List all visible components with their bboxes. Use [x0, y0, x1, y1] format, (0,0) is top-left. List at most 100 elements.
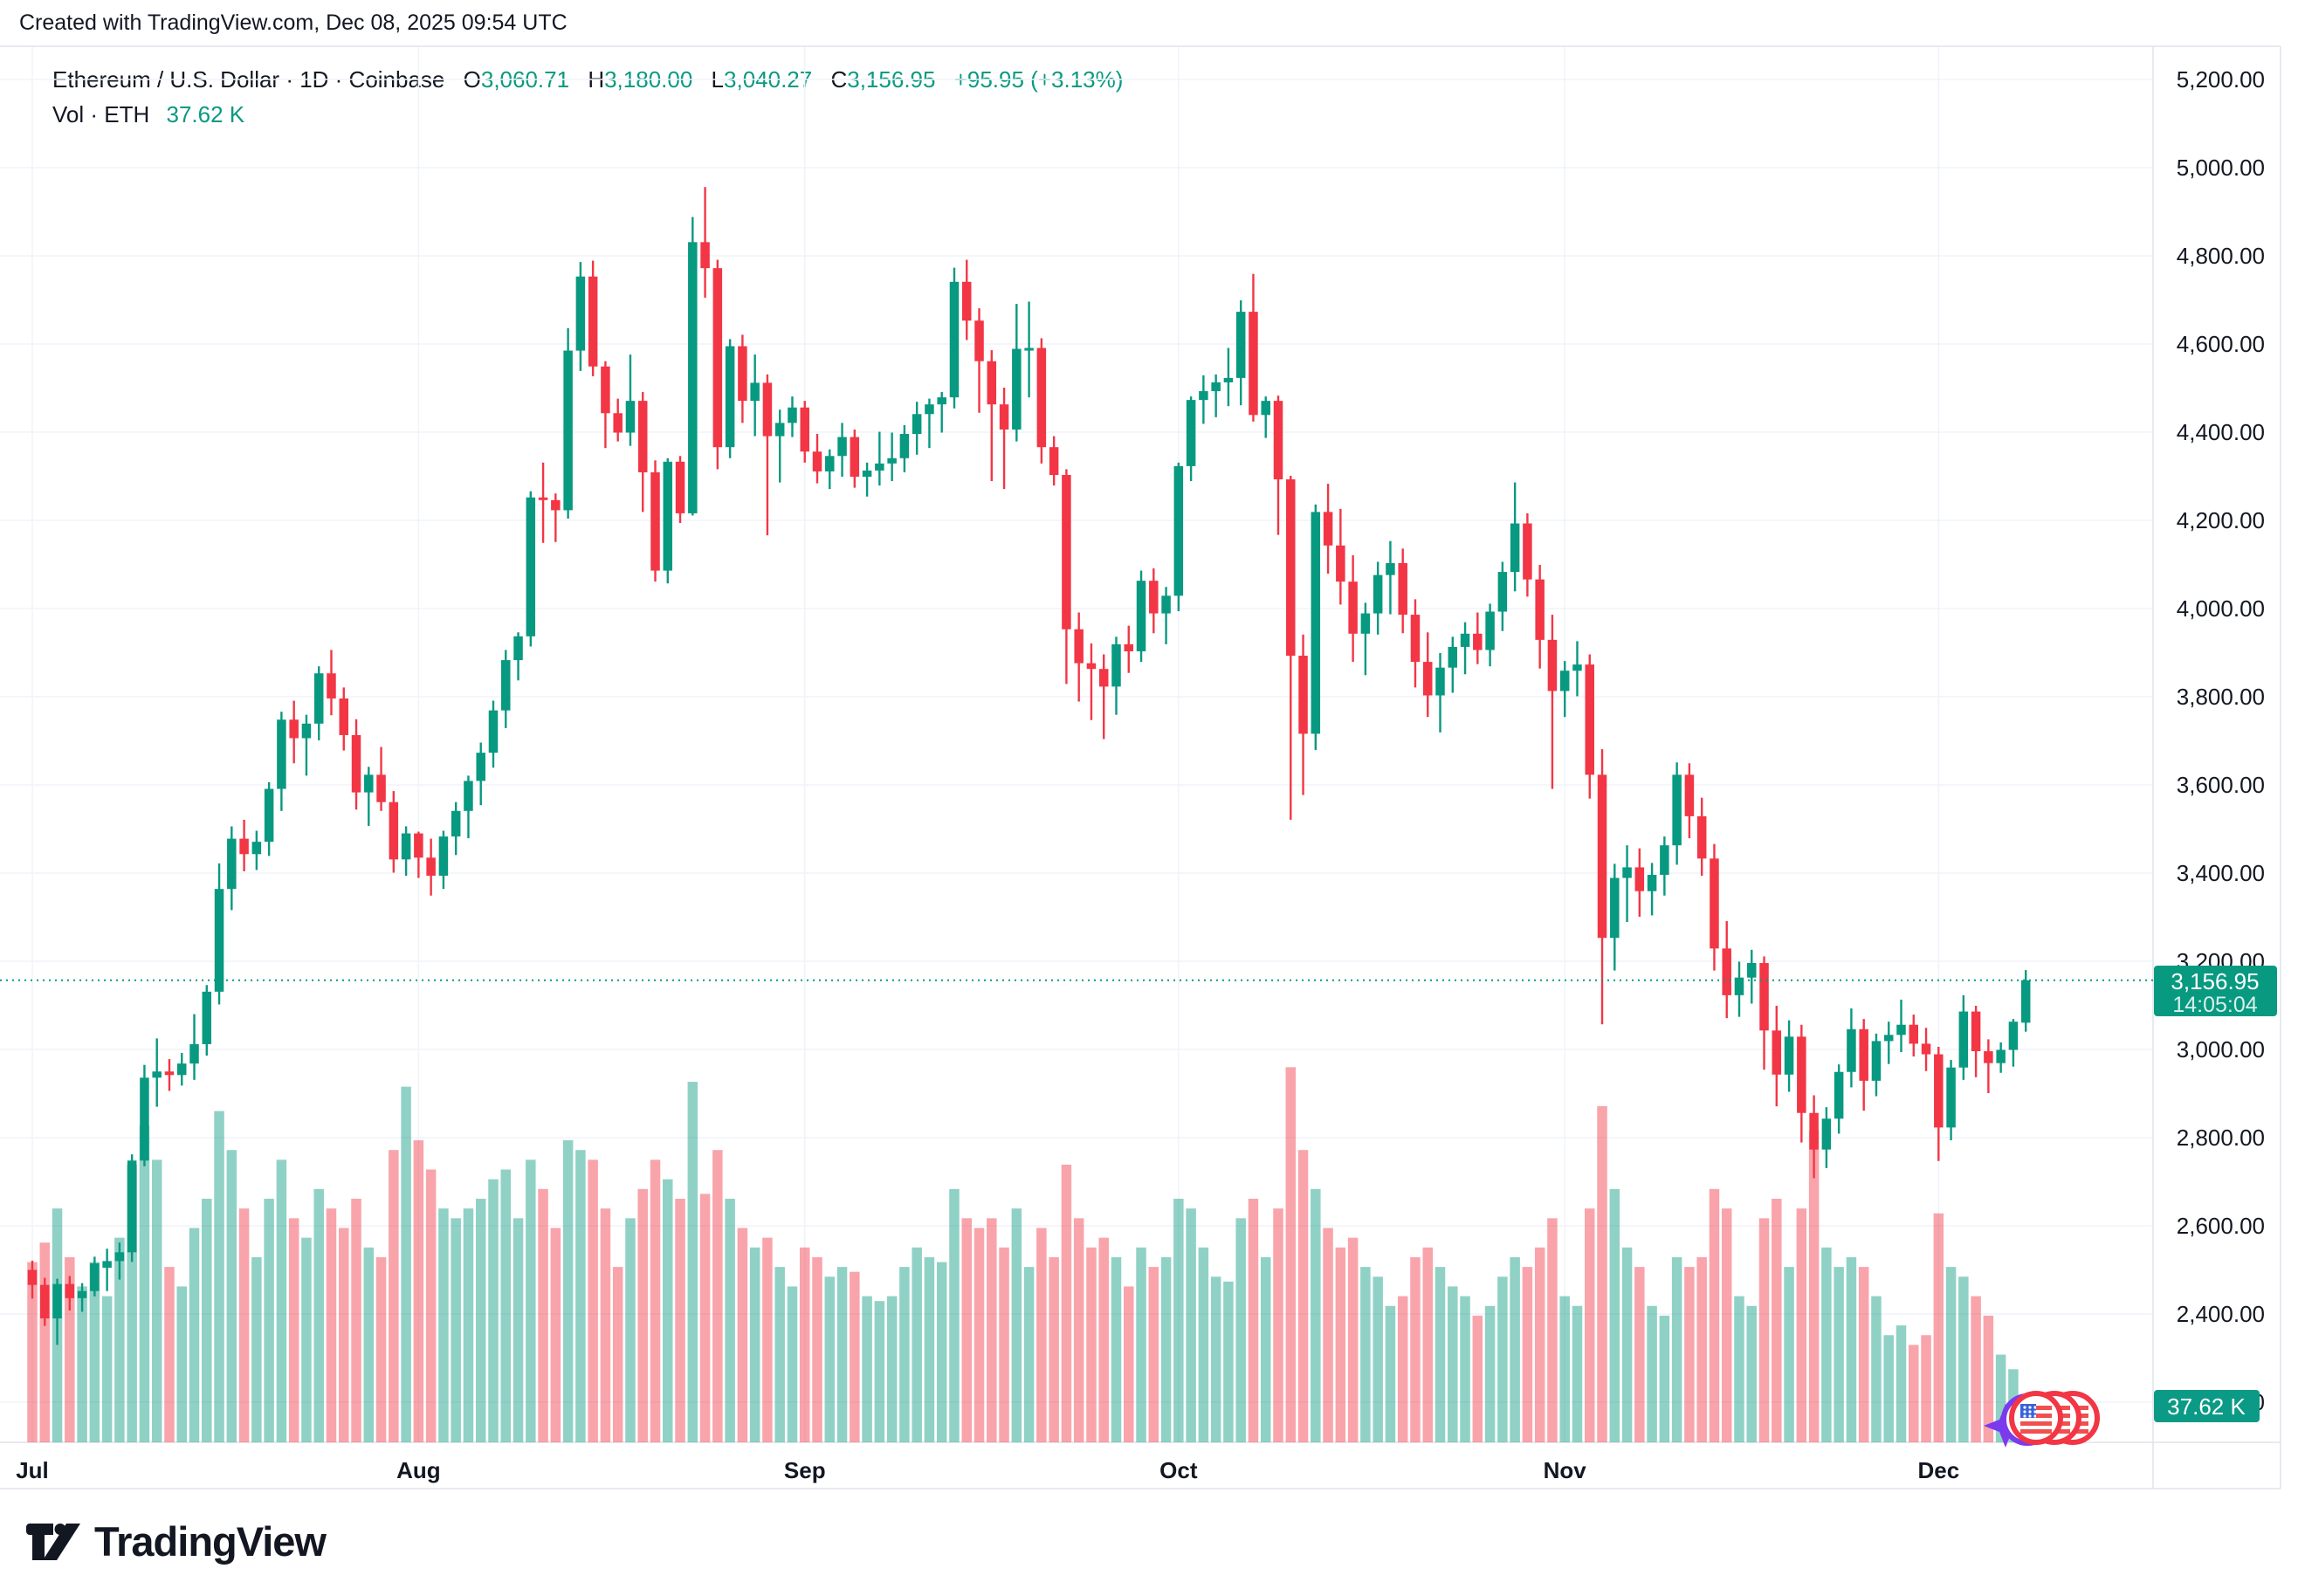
candle-wick — [1551, 615, 1554, 789]
price-tick-label: 4,400.00 — [2177, 419, 2265, 445]
volume-legend[interactable]: Vol · ETH 37.62 K — [52, 101, 244, 128]
candle-body — [401, 833, 411, 860]
candle-body — [1012, 348, 1022, 430]
candle-body — [1859, 1028, 1868, 1081]
volume-bar — [812, 1256, 822, 1442]
candle-body — [488, 710, 499, 753]
volume-bar — [1909, 1345, 1919, 1442]
price-tick-label: 2,400.00 — [2177, 1301, 2265, 1327]
candle-body — [1111, 643, 1121, 687]
volume-bar — [1995, 1354, 2006, 1442]
candle-body — [127, 1160, 137, 1253]
price-tick-label: 2,600.00 — [2177, 1213, 2265, 1239]
volume-bar — [301, 1237, 312, 1442]
volume-bar — [1460, 1296, 1470, 1442]
candle-wick — [541, 462, 545, 543]
candle-body — [551, 499, 561, 511]
candle-body — [1261, 401, 1270, 416]
candle-body — [251, 842, 262, 855]
candle-body — [1485, 611, 1495, 650]
candle-body — [1223, 377, 1234, 382]
candle-body — [426, 857, 436, 877]
time-axis[interactable]: Jul Aug Sep Oct Nov Dec — [16, 1457, 1959, 1483]
volume-bar — [588, 1159, 598, 1442]
candle-body — [1460, 633, 1470, 647]
candle-wick — [368, 767, 370, 826]
candle-body — [1273, 401, 1283, 480]
volume-bar — [1634, 1267, 1645, 1442]
candle-wick — [1364, 602, 1367, 676]
candle-wick — [865, 462, 869, 497]
volume-bar — [1111, 1256, 1122, 1442]
volume-bar — [1311, 1188, 1321, 1442]
volume-bars — [27, 1067, 2031, 1442]
volume-bar — [1534, 1247, 1545, 1442]
candle-body — [1784, 1036, 1794, 1075]
volume-bar — [202, 1199, 212, 1442]
price-tick-label: 4,600.00 — [2177, 331, 2265, 357]
price-axis[interactable]: 2,200.002,400.002,600.002,800.003,000.00… — [2177, 66, 2265, 1415]
volume-bar — [1609, 1188, 1620, 1442]
volume-bar — [1572, 1305, 1583, 1442]
candle-body — [1759, 963, 1769, 1031]
candle-body — [102, 1261, 112, 1268]
volume-bar — [650, 1159, 661, 1442]
candle-body — [202, 991, 212, 1044]
candle-body — [899, 434, 910, 458]
volume-value: 37.62 K — [166, 101, 245, 127]
volume-bar — [1036, 1228, 1047, 1442]
candle-body — [675, 461, 685, 513]
month-label: Sep — [784, 1457, 826, 1483]
candle-body — [1049, 447, 1059, 475]
candle-body — [1173, 465, 1184, 596]
candle-body — [1249, 312, 1258, 416]
candle-body — [812, 451, 822, 471]
volume-bar — [1186, 1208, 1196, 1442]
event-markers[interactable] — [1984, 1391, 2100, 1448]
candle-body — [1747, 963, 1757, 978]
candle-body — [52, 1283, 62, 1319]
candle-body — [1672, 774, 1682, 846]
volume-bar — [1323, 1228, 1333, 1442]
candle-body — [189, 1043, 199, 1064]
us-flag-icon-1[interactable] — [2009, 1391, 2063, 1445]
candle-body — [912, 414, 922, 435]
candle-wick — [940, 392, 943, 433]
tradingview-logo[interactable]: TradingView — [26, 1517, 327, 1565]
volume-bar — [936, 1262, 947, 1442]
volume-bar — [612, 1267, 623, 1442]
candle-body — [227, 838, 237, 890]
volume-bar — [425, 1169, 437, 1442]
candle-body — [1984, 1051, 1993, 1063]
volume-bar — [451, 1218, 461, 1442]
volume-bar — [1223, 1281, 1234, 1442]
volume-badge: 37.62 K — [2154, 1390, 2260, 1422]
volume-bar — [836, 1267, 848, 1442]
volume-bar — [463, 1208, 474, 1442]
candle-body — [875, 463, 884, 471]
volume-bar — [924, 1256, 935, 1442]
candle-body — [1896, 1024, 1906, 1035]
volume-bar — [899, 1267, 910, 1442]
volume-bar — [1647, 1305, 1657, 1442]
volume-bar — [1385, 1305, 1396, 1442]
candle-body — [476, 753, 485, 781]
candle-body — [27, 1269, 38, 1285]
candle-body — [1585, 664, 1594, 775]
candle-body — [2020, 980, 2031, 1023]
candle-body — [1883, 1035, 1894, 1042]
candle-body — [438, 836, 449, 877]
volume-bar — [214, 1111, 224, 1442]
price-tick-label: 3,800.00 — [2177, 684, 2265, 710]
candle-body — [1336, 545, 1345, 582]
candle-body — [1410, 615, 1421, 663]
volume-bar — [189, 1228, 200, 1442]
volume-bar — [1896, 1325, 1907, 1442]
candle-body — [339, 698, 348, 735]
candle-body — [214, 889, 224, 992]
volume-bar — [114, 1237, 125, 1442]
candle-body — [1235, 312, 1246, 378]
candle-wick — [1214, 374, 1217, 417]
candle-body — [376, 774, 386, 802]
